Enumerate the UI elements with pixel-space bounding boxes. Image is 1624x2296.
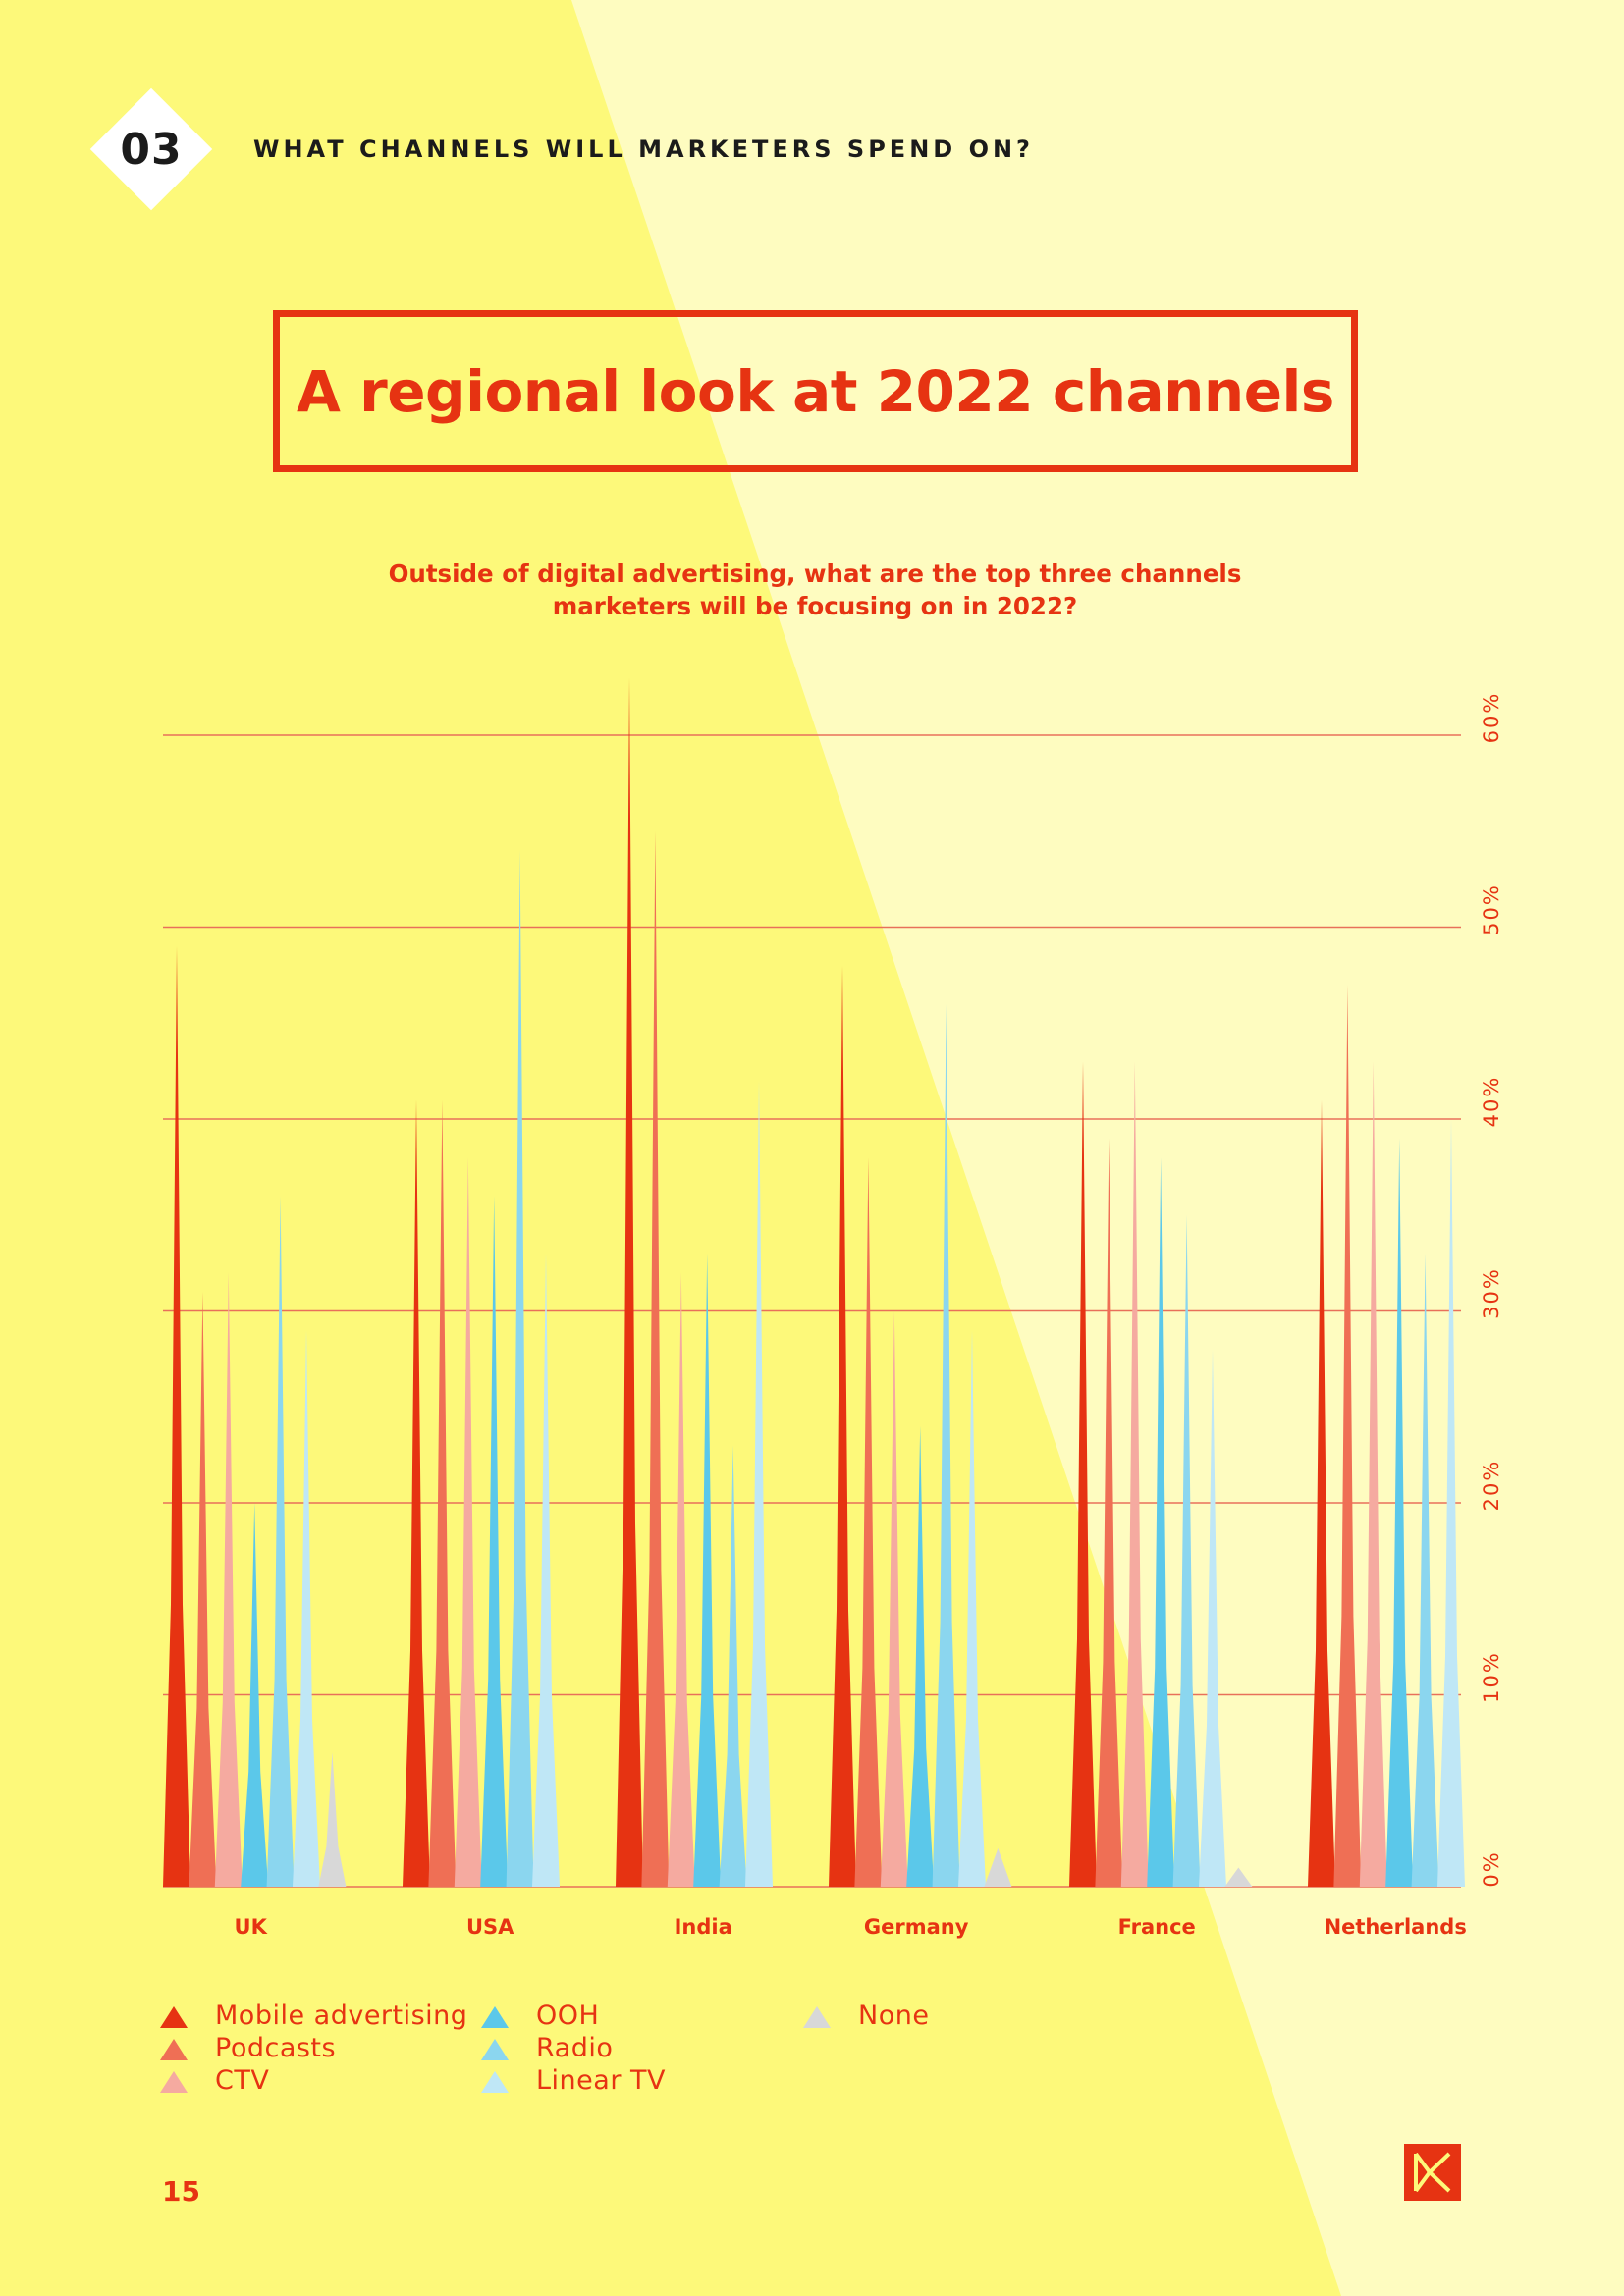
bar-podcasts-netherlands xyxy=(1333,985,1362,1887)
category-label: France xyxy=(1118,1915,1196,1939)
triangle-icon xyxy=(803,2006,831,2028)
y-tick-label: 40% xyxy=(1480,1076,1503,1128)
bar-ctv-usa xyxy=(454,1157,482,1887)
category-label: India xyxy=(675,1915,732,1939)
bar-ooh-usa xyxy=(480,1196,509,1887)
bar-linear-tv-netherlands xyxy=(1437,1119,1465,1887)
legend-label: Radio xyxy=(536,2033,614,2063)
y-tick-label: 30% xyxy=(1480,1267,1503,1319)
chart-question-line-2: marketers will be focusing on in 2022? xyxy=(552,592,1078,620)
legend-label: Podcasts xyxy=(215,2033,337,2063)
bar-none-france xyxy=(1224,1867,1253,1887)
bar-ooh-india xyxy=(693,1253,722,1887)
bar-podcasts-india xyxy=(641,830,670,1887)
chart-question: Outside of digital advertising, what are… xyxy=(295,558,1335,622)
bar-radio-france xyxy=(1172,1214,1201,1887)
bar-ctv-netherlands xyxy=(1359,1061,1387,1887)
section-number-badge: 03 xyxy=(87,85,215,213)
bar-podcasts-usa xyxy=(428,1099,457,1887)
brand-logo-icon xyxy=(1404,2144,1461,2201)
bar-linear-tv-uk xyxy=(293,1330,320,1887)
bar-radio-usa xyxy=(506,850,534,1887)
bar-none-germany xyxy=(984,1847,1012,1887)
bar-linear-tv-india xyxy=(745,1080,773,1887)
headline-box: A regional look at 2022 channels xyxy=(273,310,1358,472)
bar-mobile-advertising-india xyxy=(616,677,643,1887)
triangle-icon xyxy=(160,2006,188,2028)
bar-none-uk xyxy=(318,1752,347,1887)
bar-mobile-advertising-netherlands xyxy=(1308,1099,1335,1887)
y-tick-label: 20% xyxy=(1480,1460,1503,1512)
legend-label: Linear TV xyxy=(536,2065,666,2096)
bar-ctv-uk xyxy=(214,1272,243,1887)
triangle-icon xyxy=(481,2039,509,2060)
chart-question-line-1: Outside of digital advertising, what are… xyxy=(388,560,1242,588)
bar-ooh-netherlands xyxy=(1385,1138,1414,1887)
y-tick-label: 50% xyxy=(1480,883,1503,935)
y-tick-label: 10% xyxy=(1480,1651,1503,1703)
legend-label: None xyxy=(858,2001,930,2031)
bar-linear-tv-usa xyxy=(532,1253,560,1887)
category-label: USA xyxy=(466,1915,514,1939)
section-number: 03 xyxy=(120,124,183,175)
legend-label: Mobile advertising xyxy=(215,2001,468,2031)
bar-ctv-france xyxy=(1120,1061,1149,1887)
bar-podcasts-france xyxy=(1095,1138,1123,1887)
bar-mobile-advertising-usa xyxy=(403,1099,430,1887)
bar-mobile-advertising-germany xyxy=(829,965,856,1887)
bar-ooh-france xyxy=(1147,1157,1175,1887)
bar-podcasts-uk xyxy=(189,1291,217,1887)
category-label: Germany xyxy=(864,1915,969,1939)
triangle-icon xyxy=(160,2071,188,2093)
bar-linear-tv-germany xyxy=(958,1330,986,1887)
legend-label: CTV xyxy=(215,2065,270,2096)
bar-radio-netherlands xyxy=(1411,1253,1439,1887)
category-label: UK xyxy=(235,1915,268,1939)
triangle-icon xyxy=(481,2006,509,2028)
bar-radio-india xyxy=(719,1445,747,1887)
legend-label: OOH xyxy=(536,2001,600,2031)
bar-linear-tv-france xyxy=(1199,1349,1226,1887)
page-title: A regional look at 2022 channels xyxy=(297,357,1334,425)
bar-ooh-uk xyxy=(241,1503,269,1887)
y-tick-label: 0% xyxy=(1480,1850,1503,1887)
bar-podcasts-germany xyxy=(854,1157,883,1887)
bar-radio-uk xyxy=(266,1196,295,1887)
category-label: Netherlands xyxy=(1325,1915,1467,1939)
bar-mobile-advertising-uk xyxy=(163,946,190,1887)
triangle-icon xyxy=(160,2039,188,2060)
bar-ooh-germany xyxy=(906,1425,935,1887)
bar-radio-germany xyxy=(932,1003,960,1887)
page-number: 15 xyxy=(162,2175,200,2208)
y-tick-label: 60% xyxy=(1480,692,1503,744)
bar-ctv-india xyxy=(667,1272,695,1887)
section-title: WHAT CHANNELS WILL MARKETERS SPEND ON? xyxy=(253,135,1034,163)
triangle-icon xyxy=(481,2071,509,2093)
bar-ctv-germany xyxy=(880,1310,908,1887)
bar-mobile-advertising-france xyxy=(1069,1061,1097,1887)
